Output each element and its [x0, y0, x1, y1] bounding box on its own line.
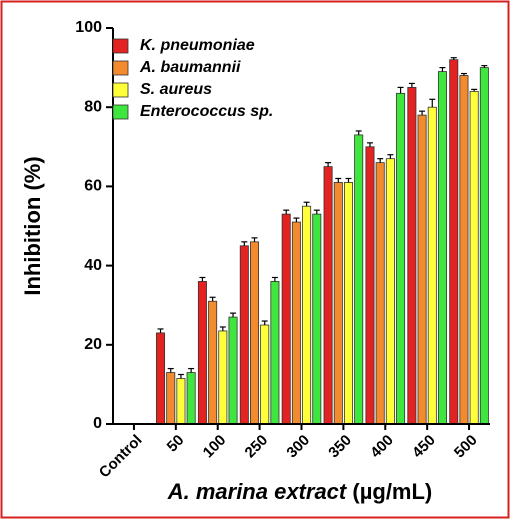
legend-swatch: [112, 104, 129, 120]
error-bar: [241, 241, 248, 246]
error-bar: [188, 367, 195, 373]
error-bar: [293, 217, 300, 223]
error-bar: [397, 86, 404, 94]
bar: [260, 324, 270, 425]
x-tick-label: 400: [367, 432, 397, 462]
y-axis-label: Inhibition (%): [20, 156, 45, 295]
error-bar: [429, 98, 436, 108]
error-bar: [335, 177, 342, 183]
error-bar: [261, 320, 268, 325]
bar: [365, 146, 375, 425]
error-bar: [303, 201, 310, 207]
x-axis-label-unit: (µg/mL): [352, 479, 432, 504]
bar: [156, 332, 166, 425]
error-bar: [271, 276, 278, 282]
bar: [228, 316, 238, 425]
bar: [437, 71, 447, 425]
error-bar: [366, 142, 373, 147]
error-bar: [230, 312, 237, 318]
error-bar: [450, 57, 457, 60]
bar: [407, 87, 417, 425]
x-tick-label: 100: [200, 432, 230, 462]
bar: [449, 59, 459, 425]
bar: [343, 182, 353, 425]
error-bar: [251, 237, 258, 242]
y-tick-label: 40: [84, 257, 102, 274]
bar: [469, 90, 479, 425]
y-tick-label: 20: [84, 336, 102, 353]
bar: [417, 114, 427, 425]
y-tick-label: 0: [93, 415, 102, 432]
legend-label: S. aureus: [140, 81, 212, 98]
bar: [176, 378, 186, 425]
error-bar: [167, 367, 174, 373]
bar: [396, 92, 406, 425]
error-bar: [355, 130, 362, 135]
error-bar: [313, 209, 320, 215]
bar: [250, 241, 260, 425]
error-bar: [283, 209, 290, 215]
y-tick-label: 100: [75, 19, 102, 36]
bar: [166, 372, 176, 425]
error-bar: [199, 276, 206, 282]
error-bar: [471, 88, 478, 92]
x-axis-label-main: A. marina extract: [167, 479, 348, 504]
legend-label: A. baumannii: [139, 59, 241, 76]
bar: [239, 245, 249, 425]
y-tick-label: 60: [84, 178, 102, 195]
error-bar: [345, 177, 352, 183]
error-bar: [419, 110, 426, 116]
bar: [354, 134, 364, 425]
x-tick-label: 500: [451, 432, 481, 462]
error-bar: [219, 326, 226, 331]
error-bar: [387, 154, 394, 159]
error-bar: [157, 328, 164, 333]
bar: [427, 106, 437, 425]
x-tick-label: 350: [325, 432, 355, 462]
bar: [208, 300, 218, 425]
bar: [291, 221, 301, 425]
legend-swatch: [112, 82, 129, 98]
error-bar: [177, 373, 184, 379]
bar: [302, 205, 312, 425]
x-tick-label: 300: [283, 432, 313, 462]
bar: [323, 166, 333, 425]
legend-swatch: [112, 60, 129, 76]
x-tick-label: Control: [96, 432, 146, 482]
x-tick-label: 250: [242, 432, 272, 462]
x-axis-label: A. marina extract (µg/mL): [167, 479, 433, 504]
error-bar: [377, 158, 384, 163]
bar: [375, 162, 385, 425]
bar: [281, 213, 291, 425]
error-bar: [439, 66, 446, 72]
y-tick-label: 80: [84, 98, 102, 115]
bar: [312, 213, 322, 425]
x-tick-label: 50: [164, 432, 188, 456]
legend-label: K. pneumoniae: [140, 37, 255, 54]
bar: [385, 158, 395, 425]
legend-swatch: [112, 38, 129, 54]
bar: [197, 281, 207, 425]
bar: [333, 182, 343, 425]
error-bar: [325, 162, 332, 167]
bar: [479, 67, 489, 425]
x-tick-label: 450: [409, 432, 439, 462]
error-bar: [481, 65, 488, 68]
bar: [218, 330, 228, 425]
error-bar: [209, 296, 216, 302]
error-bar: [408, 82, 415, 88]
bar: [459, 75, 469, 425]
error-bar: [460, 72, 467, 76]
bar: [270, 281, 280, 425]
legend-label: Enterococcus sp.: [140, 103, 273, 120]
bar: [186, 372, 196, 425]
